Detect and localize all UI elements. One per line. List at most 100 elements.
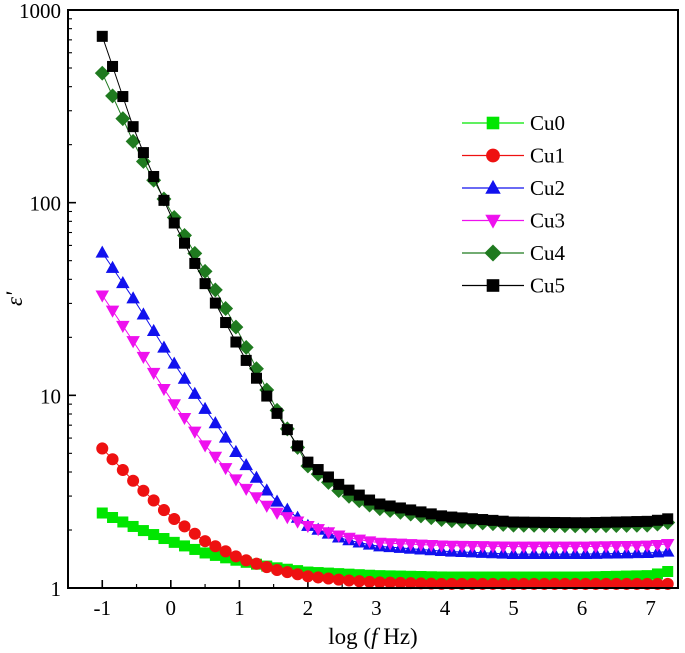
legend-entry-cu0: Cu0	[462, 111, 565, 135]
data-point-cu3	[311, 524, 325, 537]
data-point-cu5	[436, 510, 448, 522]
x-tick-label: 3	[371, 596, 382, 620]
data-point-cu5	[466, 513, 478, 525]
data-point-cu3	[146, 367, 161, 381]
data-point-cu5	[168, 217, 180, 229]
data-point-cu2	[260, 483, 274, 496]
data-point-cu3	[167, 399, 181, 412]
data-point-cu5	[209, 297, 221, 309]
data-point-cu3	[424, 540, 439, 553]
data-point-cu5	[651, 514, 663, 526]
data-point-cu5	[148, 170, 160, 182]
data-point-cu3	[239, 483, 253, 496]
data-point-cu5	[292, 440, 304, 452]
data-point-cu3	[218, 463, 233, 476]
data-point-cu5	[107, 60, 119, 72]
data-point-cu5	[497, 515, 509, 527]
data-point-cu5	[343, 484, 355, 496]
data-point-cu3	[105, 305, 120, 318]
data-point-cu0	[158, 533, 170, 545]
data-point-cu3	[568, 541, 582, 554]
data-point-cu3	[352, 534, 367, 547]
series-layer	[94, 30, 676, 590]
data-point-cu3	[229, 474, 243, 487]
data-point-cu1	[229, 550, 242, 563]
data-point-cu1	[363, 575, 376, 588]
legend-marker	[484, 244, 502, 262]
data-point-cu5	[127, 121, 139, 133]
data-point-cu3	[475, 541, 490, 554]
data-point-cu5	[394, 502, 406, 514]
data-point-cu3	[445, 540, 459, 553]
data-point-cu0	[107, 511, 119, 523]
data-point-cu5	[415, 506, 427, 518]
data-point-cu2	[239, 458, 253, 471]
data-point-cu1	[240, 554, 253, 567]
data-point-cu1	[260, 561, 273, 574]
series-line-cu1	[101, 448, 668, 585]
data-point-cu1	[96, 442, 109, 455]
data-point-cu3	[393, 538, 408, 551]
data-point-cu2	[116, 276, 130, 289]
data-point-cu1	[291, 568, 304, 581]
legend-label: Cu4	[530, 241, 566, 265]
data-point-cu5	[662, 513, 674, 525]
data-point-cu3	[455, 540, 469, 553]
data-point-cu5	[384, 500, 396, 512]
data-point-cu3	[321, 527, 336, 540]
legend-label: Cu5	[530, 274, 565, 298]
series-cu5	[96, 30, 674, 529]
series-cu4	[94, 65, 676, 534]
data-point-cu3	[465, 541, 480, 554]
data-point-cu1	[116, 463, 129, 477]
data-point-cu1	[147, 494, 160, 507]
data-point-cu3	[547, 541, 562, 554]
data-point-cu2	[95, 245, 110, 258]
data-point-cu4	[228, 319, 244, 335]
data-point-cu3	[527, 541, 541, 554]
data-point-cu3	[126, 336, 140, 349]
data-point-cu1	[384, 576, 397, 589]
data-point-cu3	[589, 541, 603, 554]
data-point-cu2	[249, 470, 264, 483]
series-line-cu5	[101, 36, 668, 524]
data-point-cu1	[332, 573, 345, 586]
data-point-cu5	[610, 516, 622, 528]
legend: Cu0 Cu1 Cu2 Cu3 Cu4 Cu5	[462, 111, 566, 298]
x-tick-label: 6	[577, 596, 588, 620]
data-point-cu3	[177, 412, 192, 426]
data-point-cu2	[177, 371, 192, 384]
data-point-cu5	[364, 494, 376, 506]
data-point-cu3	[630, 540, 644, 553]
data-point-cu2	[270, 494, 284, 507]
data-point-cu2	[105, 260, 120, 273]
data-point-cu1	[373, 576, 386, 589]
data-point-cu5	[600, 516, 612, 528]
data-point-cu2	[167, 356, 181, 369]
legend-marker	[486, 116, 500, 130]
data-point-cu4	[105, 88, 120, 104]
data-point-cu4	[218, 301, 234, 316]
x-tick-label: 2	[303, 596, 314, 620]
data-point-cu3	[383, 538, 397, 551]
data-point-cu1	[137, 484, 150, 497]
data-point-cu3	[609, 541, 624, 554]
data-point-cu3	[95, 290, 110, 303]
data-point-cu3	[650, 539, 665, 553]
data-point-cu5	[250, 372, 262, 384]
data-point-cu0	[199, 547, 211, 559]
data-point-cu5	[456, 512, 468, 524]
data-point-cu5	[230, 336, 242, 348]
data-point-cu5	[312, 464, 324, 476]
data-point-cu5	[220, 317, 232, 329]
data-point-cu1	[281, 566, 294, 579]
data-point-cu4	[94, 65, 110, 81]
data-point-cu0	[651, 568, 663, 580]
data-point-cu3	[599, 541, 613, 554]
x-axis-label-suffix: Hz)	[377, 624, 417, 649]
data-point-cu5	[508, 516, 520, 528]
data-point-cu0	[137, 525, 149, 537]
data-point-cu5	[137, 147, 149, 159]
data-point-cu5	[189, 257, 201, 269]
data-point-cu3	[249, 492, 264, 505]
